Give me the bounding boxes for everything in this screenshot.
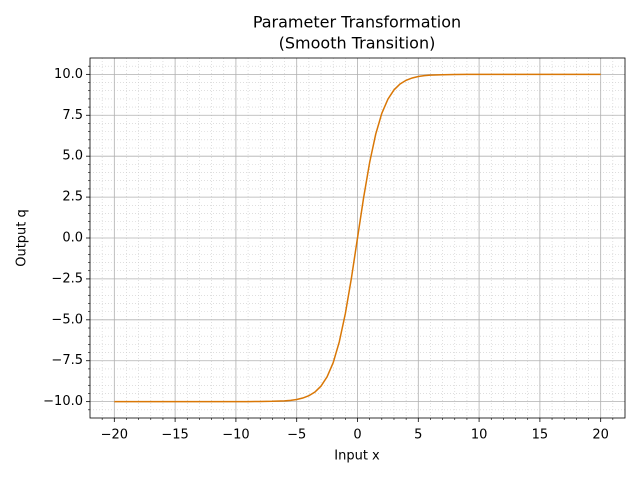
x-tick-label: −20 (101, 428, 128, 443)
y-tick-label: −2.5 (51, 271, 83, 286)
x-tick-label: 20 (592, 428, 609, 443)
x-tick-label: −10 (222, 428, 249, 443)
line (114, 73, 601, 403)
y-tick-label: −10.0 (43, 394, 83, 409)
chart-subtitle: (Smooth Transition) (279, 34, 436, 53)
x-tick-label: 5 (414, 428, 422, 443)
x-tick-label: −5 (287, 428, 306, 443)
y-axis-label: Output q (15, 209, 30, 267)
y-tick-label: −7.5 (51, 353, 83, 368)
x-tick-label: 0 (353, 428, 361, 443)
y-tick-label: 2.5 (62, 190, 83, 205)
y-tick-label: 5.0 (62, 149, 83, 164)
x-tick-label: −15 (161, 428, 188, 443)
y-tick-label: 7.5 (62, 108, 83, 123)
x-tick-label: 15 (532, 428, 549, 443)
plot-frame (89, 57, 626, 419)
x-tick-label: 10 (471, 428, 488, 443)
y-tick-label: 0.0 (62, 231, 83, 246)
y-tick-label: 10.0 (54, 67, 83, 82)
y-tick-label: −5.0 (51, 312, 83, 327)
chart-title: Parameter Transformation (253, 13, 461, 32)
x-axis-label: Input x (334, 449, 380, 464)
